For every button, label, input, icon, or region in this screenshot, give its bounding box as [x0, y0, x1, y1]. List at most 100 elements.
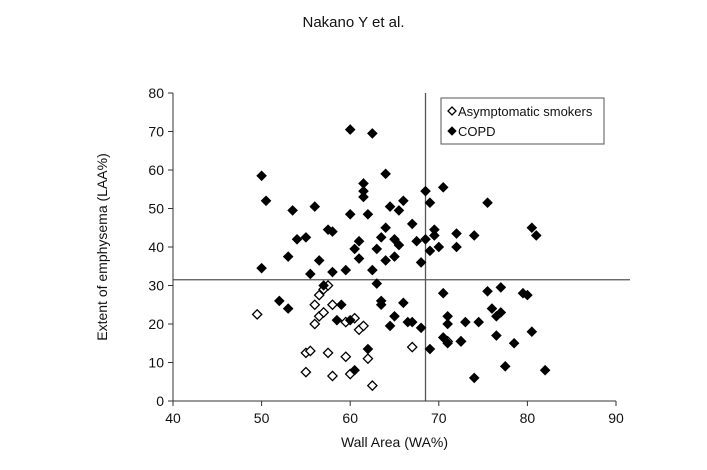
- data-point-copd: [331, 314, 343, 326]
- tick-labels: 40 50 60 70 80 90 0 10 20 30 40 50 60 70 80: [148, 85, 624, 426]
- data-point-asymptomatic-smoker: [300, 366, 312, 378]
- data-point-asymptomatic-smoker: [309, 318, 321, 330]
- data-point-copd: [406, 218, 418, 230]
- data-point-copd: [530, 230, 542, 241]
- data-point-copd: [384, 201, 396, 212]
- data-points: [251, 124, 551, 392]
- data-point-asymptomatic-smoker: [318, 306, 330, 318]
- data-point-copd: [362, 343, 374, 355]
- data-point-copd: [358, 191, 369, 203]
- data-point-copd: [344, 208, 356, 220]
- data-point-copd: [256, 170, 267, 182]
- data-point-asymptomatic-smoker: [309, 299, 321, 311]
- x-axis-label: Wall Area (WA%): [341, 434, 448, 450]
- data-point-copd: [442, 337, 453, 349]
- data-point-copd: [442, 318, 453, 330]
- data-point-copd: [437, 287, 449, 299]
- data-point-copd: [420, 233, 431, 245]
- data-point-asymptomatic-smoker: [357, 320, 370, 332]
- x-tick-label: 70: [431, 410, 447, 426]
- data-point-copd: [389, 233, 400, 245]
- data-point-copd: [451, 228, 462, 239]
- data-point-copd: [460, 316, 471, 328]
- legend-marker-copd: [447, 126, 457, 136]
- data-point-copd: [495, 282, 507, 293]
- data-point-asymptomatic-smoker: [326, 299, 338, 311]
- data-point-copd: [393, 205, 405, 216]
- data-point-copd: [468, 372, 480, 384]
- y-tick-label: 40: [148, 239, 164, 255]
- y-tick-label: 60: [148, 162, 164, 178]
- data-point-copd: [451, 241, 462, 253]
- data-point-copd: [256, 262, 267, 274]
- data-point-copd: [309, 201, 321, 212]
- data-point-asymptomatic-smoker: [304, 345, 316, 357]
- data-point-copd: [522, 289, 533, 301]
- data-point-copd: [287, 205, 298, 216]
- legend-label-copd: COPD: [458, 124, 496, 139]
- x-tick-label: 50: [254, 410, 270, 426]
- data-point-copd: [291, 233, 303, 245]
- data-point-asymptomatic-smoker: [406, 341, 418, 353]
- legend-marker-asymptomatic: [447, 106, 457, 116]
- page-title: Nakano Y et al.: [302, 14, 405, 31]
- data-point-copd: [375, 299, 387, 311]
- x-tick-label: 80: [520, 410, 536, 426]
- legend-box: [440, 97, 605, 145]
- data-point-copd: [455, 336, 467, 347]
- data-point-copd: [327, 226, 338, 237]
- data-point-copd: [491, 330, 502, 341]
- data-point-copd: [327, 266, 338, 278]
- data-point-copd: [282, 251, 294, 262]
- data-point-copd: [486, 303, 498, 314]
- data-point-copd: [473, 316, 484, 328]
- data-point-copd: [526, 326, 538, 338]
- data-point-copd: [420, 185, 431, 197]
- data-point-copd: [539, 364, 551, 376]
- data-point-copd: [340, 264, 352, 276]
- data-point-copd: [358, 185, 369, 197]
- data-point-copd: [415, 322, 427, 334]
- y-tick-label: 30: [148, 278, 164, 294]
- data-point-copd: [313, 255, 325, 266]
- data-point-asymptomatic-smoker: [322, 347, 334, 359]
- data-point-copd: [380, 168, 391, 180]
- x-tick-label: 60: [342, 410, 358, 426]
- x-tick-label: 40: [165, 410, 181, 426]
- data-point-copd: [526, 222, 538, 234]
- y-tick-label: 0: [156, 393, 164, 409]
- y-tick-label: 70: [148, 124, 164, 140]
- data-point-copd: [389, 251, 400, 262]
- data-point-copd: [380, 222, 391, 234]
- data-point-copd: [358, 178, 369, 189]
- data-point-asymptomatic-smoker: [362, 353, 374, 365]
- data-point-copd: [349, 364, 360, 376]
- data-point-copd: [411, 235, 422, 247]
- data-point-copd: [424, 343, 436, 355]
- data-point-copd: [437, 182, 449, 193]
- data-point-copd: [482, 285, 493, 297]
- data-point-copd: [482, 197, 493, 209]
- data-point-copd: [260, 195, 272, 207]
- data-point-copd: [415, 257, 427, 268]
- data-point-copd: [380, 255, 391, 266]
- data-point-copd: [344, 124, 356, 135]
- y-tick-label: 20: [148, 316, 164, 332]
- data-point-asymptomatic-smoker: [366, 380, 378, 392]
- data-point-asymptomatic-smoker: [313, 289, 325, 301]
- data-point-copd: [300, 232, 312, 243]
- data-point-copd: [398, 297, 409, 309]
- y-tick-label: 50: [148, 201, 164, 217]
- data-point-copd: [389, 310, 400, 322]
- data-point-copd: [305, 268, 316, 280]
- x-tick-label: 90: [608, 410, 624, 426]
- data-point-copd: [429, 230, 440, 241]
- data-point-asymptomatic-smoker: [251, 308, 263, 320]
- legend: Asymptomatic smokers COPD: [440, 97, 605, 145]
- data-point-copd: [318, 280, 329, 291]
- data-point-copd: [371, 243, 383, 255]
- data-point-copd: [424, 197, 436, 209]
- data-point-copd: [468, 230, 480, 241]
- data-point-copd: [274, 295, 285, 307]
